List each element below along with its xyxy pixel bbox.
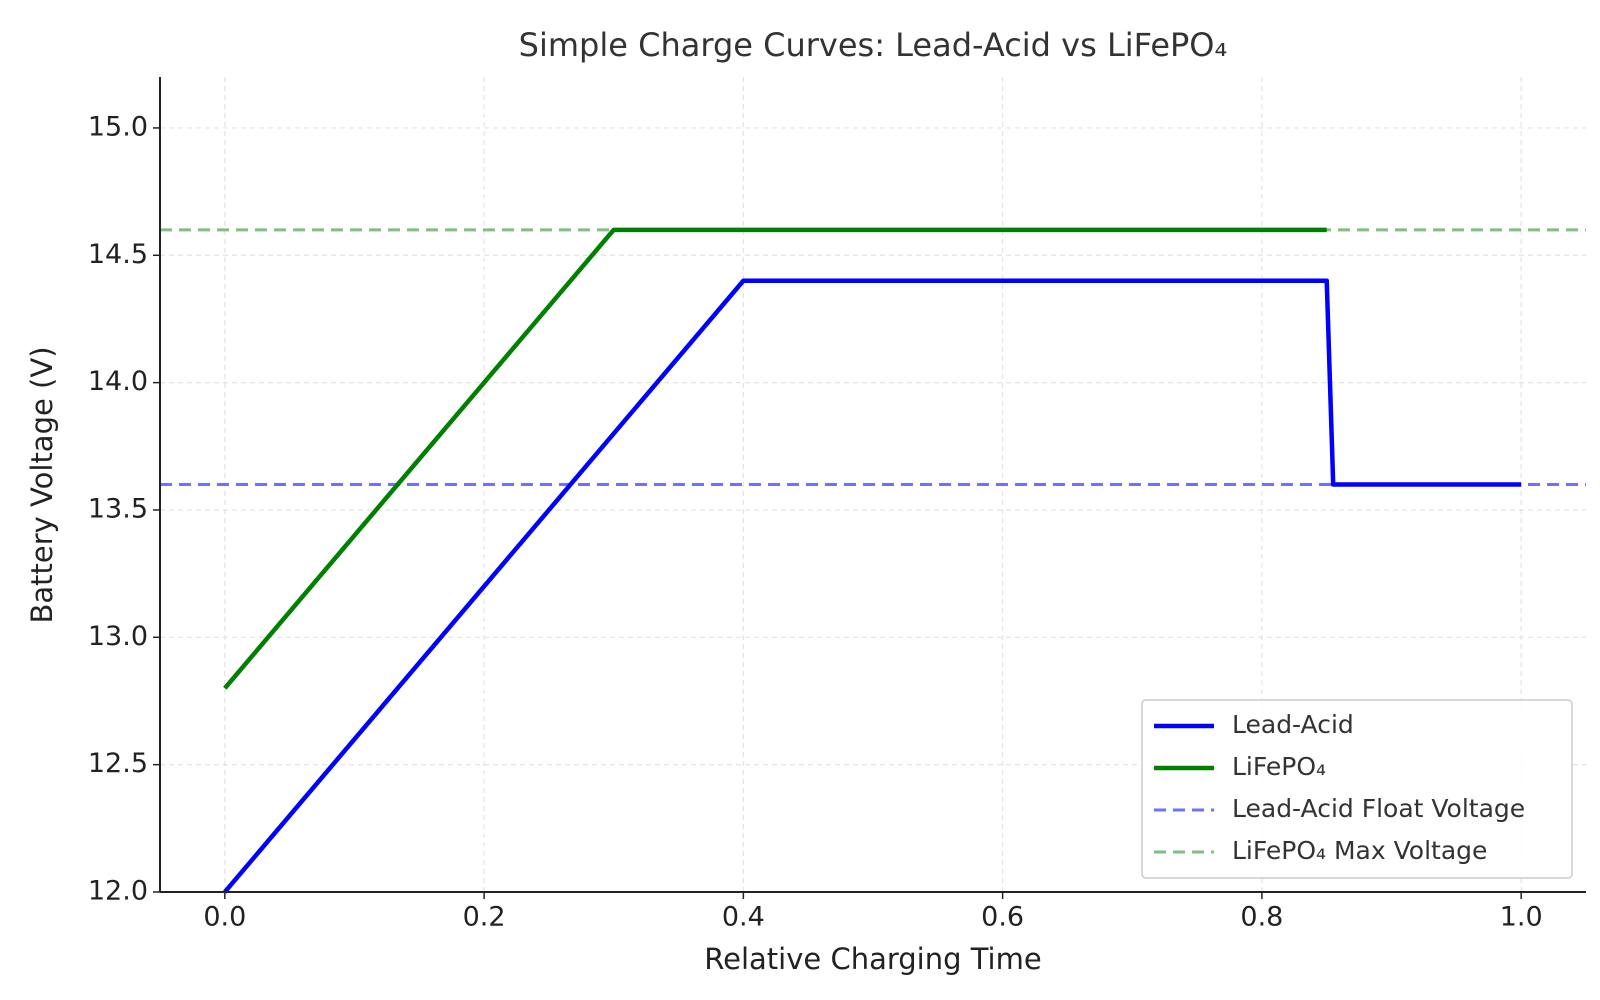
x-axis-label: Relative Charging Time <box>704 942 1041 976</box>
line <box>223 227 1327 690</box>
y-tick-label: 13.5 <box>88 493 148 524</box>
legend-label: Lead-Acid Float Voltage <box>1232 794 1525 823</box>
x-tick-label: 0.8 <box>1240 902 1283 933</box>
legend-label: LiFePO₄ <box>1232 752 1326 781</box>
y-tick-label: 14.5 <box>88 239 148 270</box>
legend-label: LiFePO₄ Max Voltage <box>1232 836 1487 865</box>
x-tick-label: 0.0 <box>203 902 246 933</box>
chart-title: Simple Charge Curves: Lead-Acid vs LiFeP… <box>519 26 1228 64</box>
x-tick-label: 0.4 <box>722 902 765 933</box>
x-tick-label: 0.2 <box>463 902 506 933</box>
legend-box <box>1141 699 1573 879</box>
legend-label: Lead-Acid <box>1232 710 1354 739</box>
y-tick-label: 14.0 <box>88 366 148 397</box>
x-tick-label: 0.6 <box>981 902 1024 933</box>
y-axis-label: Battery Voltage (V) <box>25 346 59 623</box>
y-tick-label: 12.5 <box>88 748 148 779</box>
y-tick-label: 12.0 <box>88 876 148 907</box>
x-tick-label: 1.0 <box>1500 902 1543 933</box>
y-tick-label: 13.0 <box>88 621 148 652</box>
line <box>223 278 1522 894</box>
y-tick-label: 15.0 <box>88 111 148 142</box>
